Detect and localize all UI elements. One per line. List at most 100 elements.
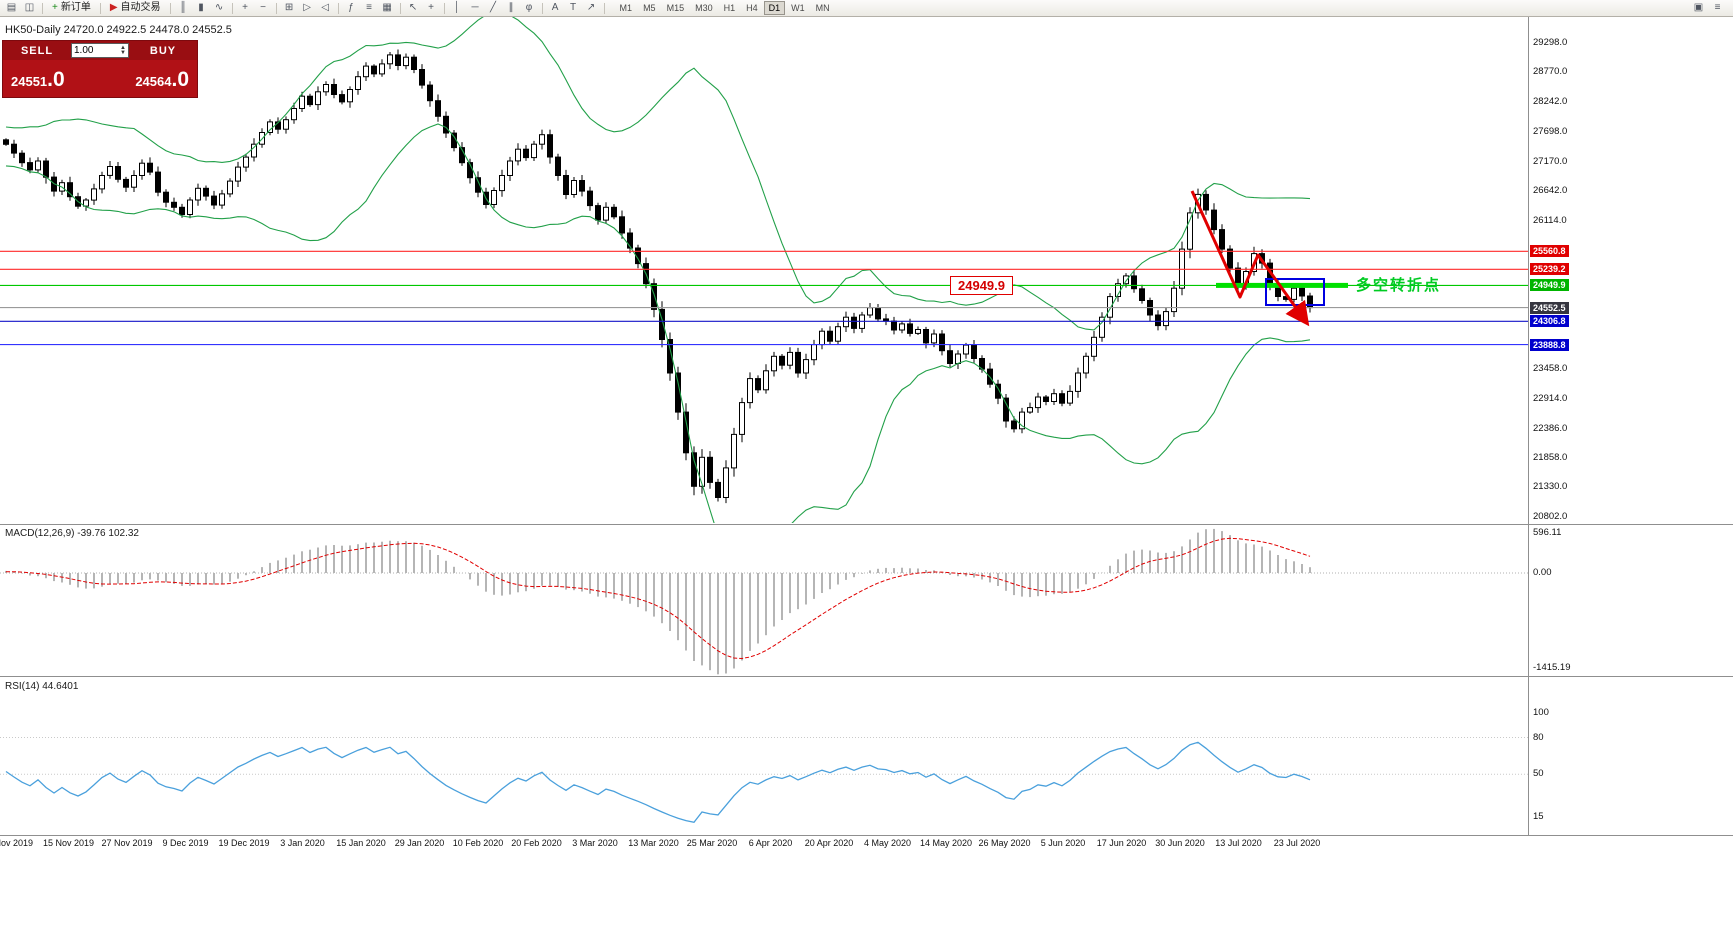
channel-icon[interactable]: ∥ xyxy=(503,1,520,16)
fibonacci-icon[interactable]: φ xyxy=(521,1,538,16)
new-chart-icon[interactable]: ▤ xyxy=(3,1,20,16)
axis-date-label: 3 Mar 2020 xyxy=(572,838,618,848)
crosshair-icon[interactable]: + xyxy=(423,1,440,16)
period-list-icon: ≡ xyxy=(366,2,372,13)
axis-price-label: 20802.0 xyxy=(1533,510,1568,522)
axis-date-label: 13 Jul 2020 xyxy=(1215,838,1262,848)
toolbar-separator xyxy=(443,2,445,14)
axis-date-label: 20 Feb 2020 xyxy=(511,838,562,848)
cursor-icon[interactable]: ↖ xyxy=(405,1,422,16)
timeframe-m5-button[interactable]: M5 xyxy=(643,3,656,13)
text-icon[interactable]: A xyxy=(547,1,564,16)
sell-button[interactable]: SELL xyxy=(20,44,54,57)
window-menu-icon[interactable]: ≡ xyxy=(1714,2,1721,13)
chart-list-icon[interactable]: ▣ xyxy=(1693,2,1704,13)
tile-windows-icon[interactable]: ⊞ xyxy=(281,1,298,16)
macd-canvas[interactable] xyxy=(0,525,1529,675)
fibonacci-icon: φ xyxy=(525,2,533,13)
axis-price-label: 27698.0 xyxy=(1533,126,1568,138)
zoom-out-icon[interactable]: − xyxy=(255,1,272,16)
candlestick-series xyxy=(3,49,1313,504)
axis-date-label: 17 Jun 2020 xyxy=(1096,838,1147,848)
macd-label: MACD(12,26,9) -39.76 102.32 xyxy=(5,528,139,539)
price-level-badge: 25560.8 xyxy=(1530,245,1569,258)
new-order-icon: + xyxy=(52,2,58,13)
timeframe-group: M1 M5 M15 M30 H1 H4 D1 W1 MN xyxy=(615,1,835,15)
timeframe-m15-button[interactable]: M15 xyxy=(666,3,685,13)
lot-increase-icon[interactable]: ▲ xyxy=(120,44,126,51)
vertical-line-icon[interactable]: │ xyxy=(449,1,466,16)
price-level-badge: 23888.8 xyxy=(1530,338,1569,351)
price-level-badge: 24552.5 xyxy=(1530,301,1569,314)
axis-price-label: 26114.0 xyxy=(1533,214,1567,226)
bar-chart-icon[interactable]: ║ xyxy=(175,1,192,16)
text-label-icon: T xyxy=(569,2,577,13)
toolbar-separator xyxy=(603,2,605,14)
buy-price[interactable]: 24564.0 xyxy=(135,68,189,92)
timeframe-h1-button[interactable]: H1 xyxy=(723,3,736,13)
period-list-icon[interactable]: ≡ xyxy=(361,1,378,16)
axis-price-label: 21858.0 xyxy=(1533,451,1568,463)
price-annotation-box[interactable]: 24949.9 xyxy=(950,276,1013,295)
autotrading-button[interactable]: ▶ 自动交易 xyxy=(105,1,166,16)
profiles-icon[interactable]: ◫ xyxy=(21,1,38,16)
axis-date-label: 4 May 2020 xyxy=(863,838,912,848)
text-label-icon[interactable]: T xyxy=(565,1,582,16)
timeframe-m1-button[interactable]: M1 xyxy=(619,3,633,13)
price-chart-canvas[interactable] xyxy=(0,17,1529,523)
auto-scroll-icon[interactable]: ▷ xyxy=(299,1,316,16)
crosshair-icon: + xyxy=(428,2,434,13)
timeframe-h4-button[interactable]: H4 xyxy=(746,3,758,13)
sell-price[interactable]: 24551.0 xyxy=(11,68,65,92)
axis-date-label: 15 Nov 2019 xyxy=(42,838,95,848)
axis-price-label: 28770.0 xyxy=(1533,66,1568,78)
rsi-canvas[interactable] xyxy=(0,678,1529,834)
tile-windows-icon: ⊞ xyxy=(284,2,294,13)
chart-shift-icon: ◁ xyxy=(321,2,329,13)
macd-signal-line xyxy=(6,537,1311,660)
chart-shift-icon[interactable]: ◁ xyxy=(317,1,334,16)
lot-size-field[interactable]: 1.00 ▲ ▼ xyxy=(71,43,129,58)
horizontal-line-icon[interactable]: ─ xyxy=(467,1,484,16)
timeframe-d1-button[interactable]: D1 xyxy=(763,1,786,15)
price-level-badge: 24306.8 xyxy=(1530,315,1569,328)
trendline-icon[interactable]: ╱ xyxy=(485,1,502,16)
axis-price-label: 21330.0 xyxy=(1533,481,1568,493)
rsi-label: RSI(14) 44.6401 xyxy=(5,681,79,692)
axis-date-label: 5 Jun 2020 xyxy=(1040,838,1086,848)
time-axis: 3 Nov 2019 15 Nov 2019 27 Nov 2019 9 Dec 20… xyxy=(0,837,1528,852)
trendline-icon: ╱ xyxy=(490,2,497,13)
toolbar: ▤ ◫ + 新订单 ▶ 自动交易 ║ ▮ ∿ + − ⊞ ▷ ◁ ƒ ≡ ▦ ↖ + │ ─ ╱ ∥ φ A T ↗ M1 M5 M15 M… xyxy=(0,0,1733,17)
timeframe-mn-button[interactable]: MN xyxy=(815,3,830,13)
indicators-icon[interactable]: ƒ xyxy=(343,1,360,16)
timeframe-w1-button[interactable]: W1 xyxy=(791,3,805,13)
rsi-line xyxy=(5,741,1311,824)
cursor-icon: ↖ xyxy=(408,2,418,13)
zoom-out-icon: − xyxy=(260,2,266,13)
timeframe-m30-button[interactable]: M30 xyxy=(695,3,713,13)
price-axis-separator xyxy=(1528,17,1529,835)
toolbar-separator xyxy=(541,2,543,14)
rsi-axis-label: 100 xyxy=(1533,707,1549,718)
pane-separator[interactable] xyxy=(0,676,1733,677)
toolbar-separator xyxy=(42,2,43,14)
zoom-in-icon[interactable]: + xyxy=(237,1,254,16)
axis-date-label: 26 May 2020 xyxy=(978,838,1031,848)
lot-decrease-icon[interactable]: ▼ xyxy=(120,49,126,56)
rsi-axis-label: 80 xyxy=(1533,731,1544,743)
arrow-tools-icon[interactable]: ↗ xyxy=(583,1,600,16)
candlestick-chart-icon[interactable]: ▮ xyxy=(193,1,210,16)
buy-button[interactable]: BUY xyxy=(149,44,177,57)
axis-date-label: 23 Jul 2020 xyxy=(1273,838,1321,848)
autotrading-icon: ▶ xyxy=(109,2,118,13)
line-chart-icon[interactable]: ∿ xyxy=(211,1,228,16)
templates-icon[interactable]: ▦ xyxy=(379,1,396,16)
macd-axis-label: -1415.19 xyxy=(1533,662,1571,674)
trend-arrow xyxy=(1190,190,1310,327)
axis-price-label: 22386.0 xyxy=(1533,422,1568,434)
new-order-button[interactable]: + 新订单 xyxy=(47,1,96,16)
pane-separator[interactable] xyxy=(0,524,1733,525)
axis-date-label: 3 Nov 2019 xyxy=(0,838,34,848)
turning-point-label[interactable]: 多空转折点 xyxy=(1356,277,1442,294)
